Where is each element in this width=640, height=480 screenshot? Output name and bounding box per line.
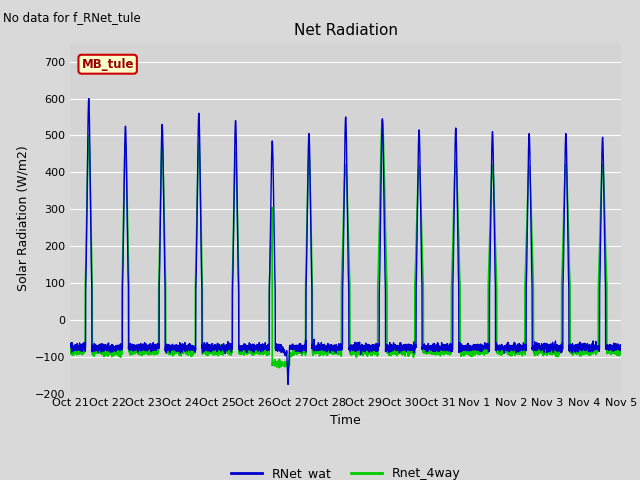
- Text: MB_tule: MB_tule: [81, 58, 134, 71]
- Rnet_4way: [67, 348, 74, 354]
- Text: No data for f_RNet_tule: No data for f_RNet_tule: [3, 11, 141, 24]
- RNet_wat: [500, 350, 508, 356]
- X-axis label: Time: Time: [330, 414, 361, 427]
- Rnet_4way: [616, 350, 624, 356]
- Rnet_4way: [500, 347, 508, 353]
- Rnet_4way: [325, 347, 333, 352]
- RNet_wat: [439, 344, 447, 349]
- RNet_wat: [469, 347, 477, 353]
- Legend: RNet_wat, Rnet_4way: RNet_wat, Rnet_4way: [226, 462, 465, 480]
- Line: RNet_wat: RNet_wat: [70, 98, 621, 384]
- Y-axis label: Solar Radiation (W/m2): Solar Radiation (W/m2): [17, 145, 29, 291]
- Rnet_4way: [166, 348, 173, 353]
- Rnet_4way: [617, 349, 625, 355]
- Title: Net Radiation: Net Radiation: [294, 23, 397, 38]
- RNet_wat: [166, 343, 173, 349]
- RNet_wat: [67, 341, 74, 347]
- RNet_wat: [325, 342, 333, 348]
- Rnet_4way: [439, 351, 447, 357]
- RNet_wat: [617, 342, 625, 348]
- RNet_wat: [284, 382, 292, 387]
- Rnet_4way: [275, 365, 283, 371]
- Line: Rnet_4way: Rnet_4way: [70, 120, 621, 368]
- RNet_wat: [85, 96, 93, 101]
- Rnet_4way: [469, 346, 477, 352]
- RNet_wat: [616, 346, 624, 351]
- Rnet_4way: [379, 118, 387, 123]
